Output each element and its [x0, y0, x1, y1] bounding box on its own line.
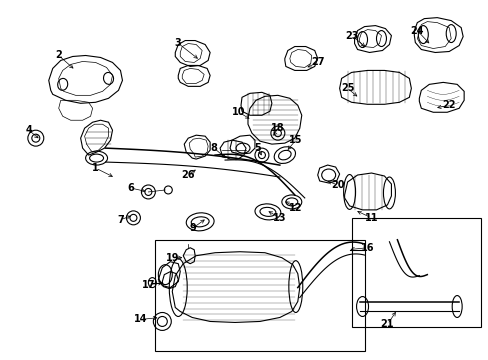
- Text: 3: 3: [174, 37, 180, 48]
- Text: 4: 4: [25, 125, 32, 135]
- Text: 5: 5: [254, 143, 261, 153]
- Text: 7: 7: [117, 215, 123, 225]
- Text: 14: 14: [133, 314, 147, 324]
- Text: 8: 8: [210, 143, 217, 153]
- Text: 1: 1: [92, 163, 99, 173]
- Text: 23: 23: [344, 31, 358, 41]
- Text: 13: 13: [273, 213, 286, 223]
- Bar: [155, 240, 364, 351]
- Text: 12: 12: [288, 203, 302, 213]
- Text: 26: 26: [181, 170, 195, 180]
- Text: 9: 9: [189, 223, 196, 233]
- Text: 25: 25: [340, 84, 354, 93]
- Text: 16: 16: [360, 243, 373, 253]
- Text: 19: 19: [165, 253, 179, 263]
- Text: 15: 15: [288, 135, 302, 145]
- Text: 21: 21: [380, 319, 393, 329]
- Text: 20: 20: [330, 180, 344, 190]
- Text: 22: 22: [442, 100, 455, 110]
- Text: 2: 2: [55, 50, 62, 60]
- Bar: [351, 218, 480, 328]
- Text: 27: 27: [310, 58, 324, 67]
- Text: 17: 17: [142, 280, 155, 289]
- Text: 11: 11: [364, 213, 378, 223]
- Text: 6: 6: [127, 183, 134, 193]
- Text: 10: 10: [232, 107, 245, 117]
- Text: 18: 18: [270, 123, 284, 133]
- Text: 24: 24: [410, 26, 423, 36]
